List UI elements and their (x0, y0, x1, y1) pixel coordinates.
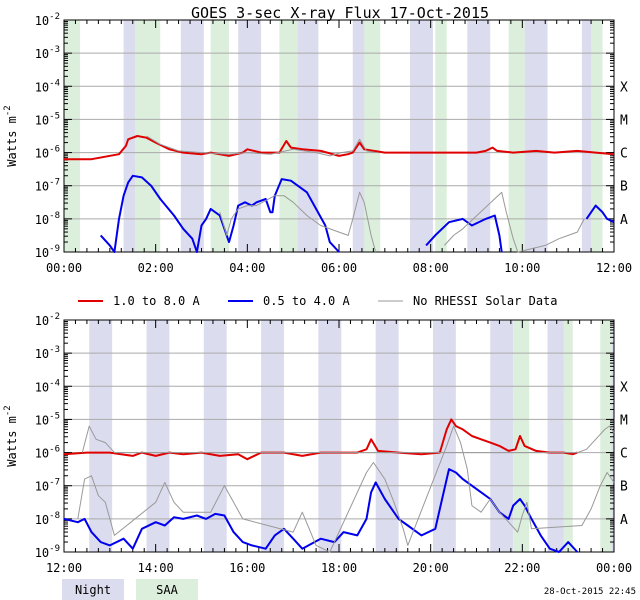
series-line-no-rhessi-solar-data-c (444, 191, 585, 253)
saa-band (591, 20, 603, 252)
night-band (524, 20, 548, 252)
night-band (89, 320, 113, 552)
y-tick-label: 10-9 (35, 244, 60, 260)
series-line-no-rhessi-solar-data-b (77, 425, 615, 553)
y-tick-label: 10-3 (35, 45, 60, 61)
legend-label: 1.0 to 8.0 A (113, 294, 200, 308)
legend-label: No RHESSI Solar Data (413, 294, 558, 308)
series-line-no-rhessi-solar-data-b (219, 191, 377, 253)
y-tick-label: 10-2 (35, 12, 60, 28)
footer-date: 28-Oct-2015 22:45 (544, 587, 636, 597)
y-tick-label: 10-6 (35, 145, 60, 161)
x-tick-label: 00:00 (596, 561, 632, 575)
y-tick-label: 10-9 (35, 544, 60, 560)
y-tick-label: 10-8 (35, 511, 60, 527)
bottom-panel: 10-9 10-8 10-7 10-6 10-5 10-4 10-3 10-2 12:00 14:… (3, 312, 632, 575)
y-tick-label: 10-3 (35, 345, 60, 361)
legend-label: 0.5 to 4.0 A (263, 294, 350, 308)
series-line-0-5-to-4-0-a-c (585, 204, 615, 224)
y-tick-label: 10-4 (35, 78, 60, 94)
saa-band (508, 20, 525, 252)
y-tick-label: 10-6 (35, 445, 60, 461)
saa-band (600, 320, 612, 552)
x-tick-label: 00:00 (46, 261, 82, 275)
y-tick-label: 10-4 (35, 378, 60, 394)
series-line-no-rhessi-solar-data (81, 425, 615, 454)
flare-class-label: X (620, 80, 628, 95)
x-tick-label: 12:00 (46, 561, 82, 575)
chart-title: GOES 3-sec X-ray Flux 17-Oct-2015 (191, 4, 489, 22)
series-line-no-rhessi-solar-data (146, 135, 376, 157)
night-band (490, 320, 514, 552)
y-tick-label: 10-2 (35, 312, 60, 328)
flare-class-label: A (620, 213, 628, 228)
x-tick-label: 16:00 (229, 561, 265, 575)
legend-box-label: Night (75, 583, 111, 597)
flare-class-label: A (620, 513, 628, 528)
x-tick-label: 12:00 (596, 261, 632, 275)
flare-class-label: B (620, 180, 628, 195)
saa-band (364, 20, 381, 252)
legend-box (136, 579, 198, 600)
saa-band (563, 320, 573, 552)
saa-band (279, 20, 298, 252)
saa-band (64, 20, 81, 252)
y-tick-label: 10-7 (35, 178, 60, 194)
legend-box-label: SAA (156, 583, 178, 597)
x-tick-label: 14:00 (138, 561, 174, 575)
night-band (318, 320, 342, 552)
night-band (238, 20, 262, 252)
x-tick-label: 08:00 (413, 261, 449, 275)
y-tick-label: 10-5 (35, 111, 60, 127)
night-band (203, 320, 227, 552)
night-band (123, 20, 136, 252)
saa-band (513, 320, 530, 552)
flare-class-label: C (620, 147, 628, 162)
series-line-1-0-to-8-0-a (63, 418, 578, 461)
night-band (261, 320, 284, 552)
series-line-0-5-to-4-0-a-b (425, 214, 503, 253)
x-tick-label: 22:00 (504, 561, 540, 575)
series-line-0-5-to-4-0-a (99, 174, 340, 253)
saa-band (210, 20, 229, 252)
flare-class-label: B (620, 480, 628, 495)
x-tick-label: 02:00 (138, 261, 174, 275)
night-band (180, 20, 204, 252)
x-tick-label: 06:00 (321, 261, 357, 275)
flare-class-label: C (620, 447, 628, 462)
legend-box (62, 579, 124, 600)
night-band (375, 320, 399, 552)
legend: 1.0 to 8.0 A 0.5 to 4.0 A No RHESSI Solar … (78, 294, 558, 308)
y-tick-label: 10-8 (35, 211, 60, 227)
y-axis-label: Watts m-2 (3, 105, 19, 166)
series-line-0-5-to-4-0-a (63, 468, 579, 553)
y-tick-label: 10-7 (35, 478, 60, 494)
x-tick-label: 18:00 (321, 561, 357, 575)
night-band (295, 20, 319, 252)
top-panel: 10-9 10-8 10-7 10-6 10-5 10-4 10-3 10-2 00:00 02:… (3, 12, 632, 275)
y-axis-label: Watts m-2 (3, 405, 19, 466)
night-band (410, 20, 433, 252)
night-band (467, 20, 491, 252)
flare-class-label: X (620, 380, 628, 395)
x-tick-label: 04:00 (229, 261, 265, 275)
y-tick-label: 10-5 (35, 411, 60, 427)
x-tick-label: 10:00 (504, 261, 540, 275)
night-band (146, 320, 170, 552)
flare-class-label: M (620, 413, 628, 428)
saa-band (435, 20, 447, 252)
flare-class-label: M (620, 113, 628, 128)
night-saa-legend: Night SAA (62, 579, 198, 600)
series-line-1-0-to-8-0-a (64, 135, 615, 161)
x-tick-label: 20:00 (413, 561, 449, 575)
